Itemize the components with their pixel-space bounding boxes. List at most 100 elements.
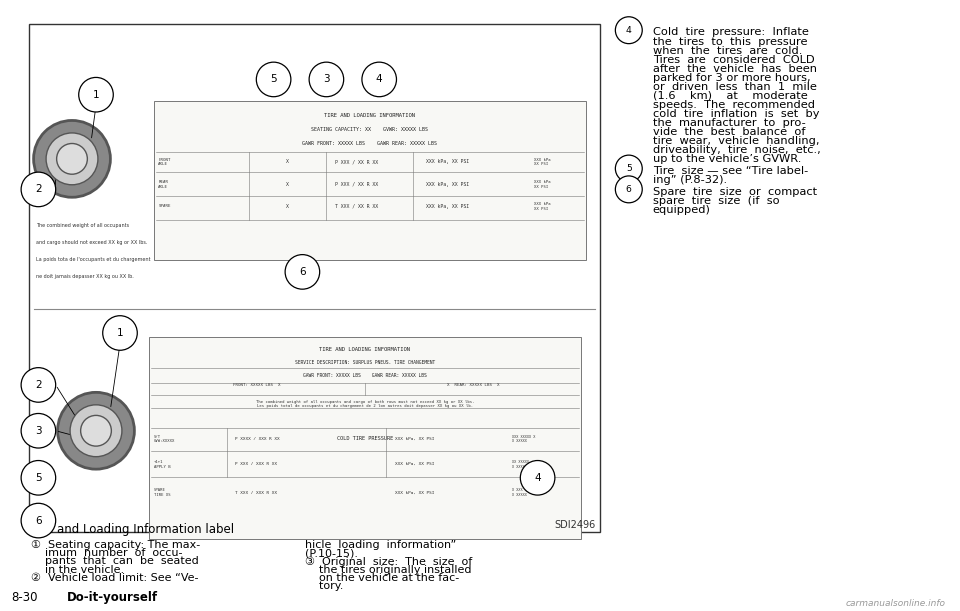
Text: SPARE: SPARE	[158, 205, 171, 208]
Text: P XXX / XX R XX: P XXX / XX R XX	[335, 159, 378, 164]
Text: T XXX / XXX R XX: T XXX / XXX R XX	[235, 491, 277, 494]
Text: 3: 3	[324, 75, 329, 84]
Text: the  manufacturer  to  pro-: the manufacturer to pro-	[653, 118, 805, 128]
Text: 4: 4	[376, 75, 382, 84]
Ellipse shape	[21, 461, 56, 495]
Ellipse shape	[615, 16, 642, 43]
Ellipse shape	[362, 62, 396, 97]
Text: speeds.  The  recommended: speeds. The recommended	[653, 100, 815, 110]
Text: XXX kPa
XX PSI: XXX kPa XX PSI	[534, 180, 550, 189]
Text: the  tires  to  this  pressure: the tires to this pressure	[653, 37, 807, 46]
Text: XXX kPa
XX PSI: XXX kPa XX PSI	[534, 158, 550, 166]
Text: tory.: tory.	[305, 580, 344, 591]
Text: 6: 6	[300, 267, 305, 277]
Ellipse shape	[57, 144, 87, 174]
Text: 5: 5	[626, 164, 632, 173]
FancyBboxPatch shape	[154, 101, 586, 260]
Text: or  driven  less  than  1  mile: or driven less than 1 mile	[653, 82, 817, 92]
Text: Tire and Loading Information label: Tire and Loading Information label	[31, 523, 234, 536]
Text: 1: 1	[117, 328, 123, 338]
Text: (P.10-15).: (P.10-15).	[305, 548, 358, 558]
Text: 8-30: 8-30	[12, 591, 38, 604]
Text: 6: 6	[36, 516, 41, 525]
Text: and cargo should not exceed XX kg or XX lbs.: and cargo should not exceed XX kg or XX …	[36, 240, 148, 245]
Ellipse shape	[46, 133, 98, 185]
Text: REAR
AXLE: REAR AXLE	[158, 180, 168, 189]
Text: 4: 4	[535, 473, 540, 483]
Ellipse shape	[520, 461, 555, 495]
Ellipse shape	[21, 172, 56, 207]
Text: XXX kPa, XX PSI: XXX kPa, XX PSI	[396, 491, 435, 494]
Ellipse shape	[309, 62, 344, 97]
Ellipse shape	[34, 120, 110, 197]
Text: ②  Vehicle load limit: See “Ve-: ② Vehicle load limit: See “Ve-	[31, 573, 198, 583]
Text: ne doit jamais depasser XX kg ou XX lb.: ne doit jamais depasser XX kg ou XX lb.	[36, 274, 134, 279]
Text: ③  Original  size:  The  size  of: ③ Original size: The size of	[305, 557, 472, 567]
Text: X: X	[286, 181, 289, 187]
Text: X  REAR: XXXXX LBS  X: X REAR: XXXXX LBS X	[446, 383, 499, 387]
Text: TIRE AND LOADING INFORMATION: TIRE AND LOADING INFORMATION	[324, 112, 415, 117]
Text: La poids tota de l'occupants et du chargement: La poids tota de l'occupants et du charg…	[36, 257, 151, 262]
FancyBboxPatch shape	[29, 24, 600, 532]
Text: TIRE AND LOADING INFORMATION: TIRE AND LOADING INFORMATION	[320, 347, 410, 352]
Text: Cold  tire  pressure:  Inflate: Cold tire pressure: Inflate	[653, 27, 808, 37]
Ellipse shape	[615, 155, 642, 182]
Text: SEATING CAPACITY: XX    GVWR: XXXXX LBS: SEATING CAPACITY: XX GVWR: XXXXX LBS	[311, 127, 428, 132]
Ellipse shape	[615, 176, 642, 203]
Text: P XXXX / XXX R XX: P XXXX / XXX R XX	[235, 437, 279, 441]
Text: 4: 4	[626, 26, 632, 35]
Text: XXX kPa, XX PSI: XXX kPa, XX PSI	[426, 204, 468, 209]
Text: cold  tire  inflation  is  set  by: cold tire inflation is set by	[653, 109, 819, 119]
Text: spare  tire  size  (if  so: spare tire size (if so	[653, 196, 780, 206]
Text: in the vehicle.: in the vehicle.	[31, 565, 124, 574]
Text: when  the  tires  are  cold.: when the tires are cold.	[653, 46, 803, 56]
Text: XX XXXXX
X XXXXX: XX XXXXX X XXXXX	[512, 460, 529, 469]
Ellipse shape	[103, 316, 137, 350]
Text: (1.6    km)    at    moderate: (1.6 km) at moderate	[653, 91, 807, 101]
Ellipse shape	[58, 392, 134, 469]
Text: X XXX XX
X XXXXX: X XXX XX X XXXXX	[512, 488, 529, 497]
Text: X: X	[286, 204, 289, 209]
Ellipse shape	[21, 414, 56, 448]
Text: The combined weight of all occupants: The combined weight of all occupants	[36, 223, 130, 228]
Text: tire  wear,  vehicle  handling,: tire wear, vehicle handling,	[653, 136, 819, 146]
Text: driveability,  tire  noise,  etc.,: driveability, tire noise, etc.,	[653, 145, 821, 155]
Ellipse shape	[79, 78, 113, 112]
Text: vide  the  best  balance  of: vide the best balance of	[653, 127, 805, 137]
Text: XXX kPa, XX PSI: XXX kPa, XX PSI	[426, 159, 468, 164]
Text: Tires  are  considered  COLD: Tires are considered COLD	[653, 54, 814, 65]
Text: ①  Seating capacity: The max-: ① Seating capacity: The max-	[31, 540, 200, 550]
Text: after  the  vehicle  has  been: after the vehicle has been	[653, 64, 817, 74]
Text: GAWR FRONT: XXXXX LBS    GAWR REAR: XXXXX LBS: GAWR FRONT: XXXXX LBS GAWR REAR: XXXXX L…	[302, 141, 437, 146]
Text: +1+1
APPLY B: +1+1 APPLY B	[154, 460, 170, 469]
Text: XXX kPa, XX PSI: XXX kPa, XX PSI	[396, 463, 435, 466]
Text: imum  number  of  occu-: imum number of occu-	[31, 548, 182, 558]
Text: XXX kPa
XX PSI: XXX kPa XX PSI	[534, 202, 550, 211]
Text: on the vehicle at the fac-: on the vehicle at the fac-	[305, 573, 460, 583]
Text: COLD TIRE PRESSURE: COLD TIRE PRESSURE	[337, 436, 393, 441]
Text: T XXX / XX R XX: T XXX / XX R XX	[335, 204, 378, 209]
Text: Spare  tire  size  or  compact: Spare tire size or compact	[653, 186, 817, 197]
Text: Tire  size — see “Tire label-: Tire size — see “Tire label-	[653, 166, 808, 176]
Text: pants  that  can  be  seated: pants that can be seated	[31, 557, 199, 566]
Text: X: X	[286, 159, 289, 164]
Text: parked for 3 or more hours,: parked for 3 or more hours,	[653, 73, 810, 82]
Ellipse shape	[21, 503, 56, 538]
Text: 5: 5	[36, 473, 41, 483]
Ellipse shape	[21, 368, 56, 402]
Text: hicle  loading  information”: hicle loading information”	[305, 540, 457, 550]
FancyBboxPatch shape	[149, 337, 581, 539]
Text: 6: 6	[626, 185, 632, 194]
Text: P XXX / XX R XX: P XXX / XX R XX	[335, 181, 378, 187]
Ellipse shape	[81, 415, 111, 446]
Text: GAWR FRONT: XXXXX LBS    GAWR REAR: XXXXX LBS: GAWR FRONT: XXXXX LBS GAWR REAR: XXXXX L…	[303, 373, 426, 378]
Text: ing” (P.8-32).: ing” (P.8-32).	[653, 175, 727, 185]
Text: 1: 1	[93, 90, 99, 100]
Text: SERVICE DESCRIPTION: SURPLUS PNEUS. TIRE CHANGEMENT: SERVICE DESCRIPTION: SURPLUS PNEUS. TIRE…	[295, 360, 435, 365]
Text: 2: 2	[36, 380, 41, 390]
Text: equipped): equipped)	[653, 205, 710, 214]
Ellipse shape	[70, 405, 122, 456]
Ellipse shape	[256, 62, 291, 97]
Text: XXX XXXXX X
X XXXXX: XXX XXXXX X X XXXXX	[512, 435, 535, 444]
Text: FRONT: XXXXX LBS  X: FRONT: XXXXX LBS X	[233, 383, 280, 387]
